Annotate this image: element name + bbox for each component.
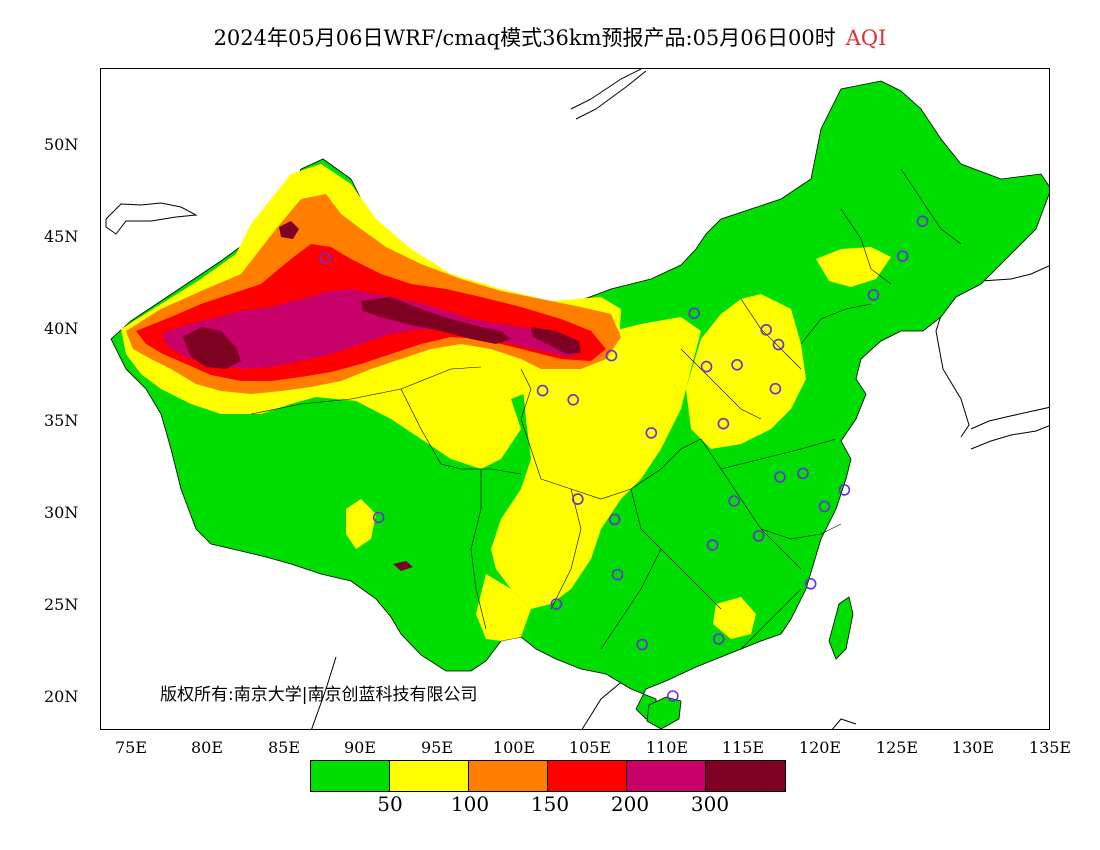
aqi-map — [100, 68, 1050, 730]
lat-label-20: 20N — [44, 687, 79, 706]
aqi-region-maroon-central — [361, 297, 511, 344]
station-marker-2 — [536, 384, 549, 397]
station-marker-9 — [700, 360, 713, 373]
aqi-region-yellow-nw-strip — [346, 499, 376, 549]
legend-value-300: 300 — [690, 792, 730, 816]
lon-label-95: 95E — [420, 738, 454, 757]
station-marker-1 — [372, 511, 385, 524]
lon-label-110: 110E — [645, 738, 689, 757]
legend-swatch-4 — [627, 761, 706, 791]
station-marker-26 — [818, 500, 831, 513]
lon-label-90: 90E — [343, 738, 377, 757]
station-marker-12 — [645, 427, 658, 439]
lon-label-75: 75E — [114, 738, 148, 757]
station-marker-14 — [608, 513, 621, 526]
lon-label-115: 115E — [721, 738, 765, 757]
aqi-region-maroon-west — [183, 327, 241, 369]
lat-label-25: 25N — [44, 595, 79, 614]
aqi-region-maroon-north — [279, 221, 299, 239]
station-marker-13 — [571, 493, 584, 505]
station-marker-28 — [867, 289, 880, 301]
station-marker-27 — [838, 484, 851, 496]
aqi-region-yellow-central — [491, 317, 701, 609]
lon-label-80: 80E — [190, 738, 224, 757]
legend-swatch-5 — [706, 761, 785, 791]
lon-label-105: 105E — [568, 738, 612, 757]
lon-label-100: 100E — [492, 738, 536, 757]
legend-swatch-2 — [469, 761, 548, 791]
station-marker-7 — [772, 338, 785, 351]
aqi-region-purple — [161, 289, 581, 369]
station-marker-22 — [752, 530, 765, 542]
legend-value-150: 150 — [530, 792, 570, 816]
aqi-region-maroon-east — [531, 327, 581, 354]
station-marker-24 — [774, 471, 786, 483]
aqi-region-yellow-south — [713, 597, 756, 639]
legend-swatch-3 — [548, 761, 627, 791]
station-marker-16 — [550, 598, 563, 610]
station-marker-25 — [797, 467, 809, 480]
legend-swatch-0 — [311, 761, 390, 791]
station-marker-3 — [567, 393, 580, 406]
station-marker-5 — [688, 307, 701, 320]
legend-value-50: 50 — [377, 792, 403, 816]
station-marker-6 — [760, 323, 773, 336]
aqi-legend — [310, 760, 786, 792]
station-marker-20 — [804, 577, 817, 590]
lat-label-45: 45N — [44, 227, 79, 246]
copyright-text: 版权所有:南京大学|南京创蓝科技有限公司 — [160, 685, 478, 705]
map-title: 2024年05月06日WRF/cmaq模式36km预报产品:05月06日00时 A… — [0, 22, 1100, 52]
station-marker-11 — [717, 417, 730, 430]
legend-swatch-1 — [390, 761, 469, 791]
station-marker-19 — [712, 633, 725, 645]
title-variable: AQI — [845, 26, 887, 50]
station-marker-17 — [636, 638, 649, 651]
station-marker-30 — [916, 215, 929, 228]
lon-label-125: 125E — [875, 738, 919, 757]
title-main: 2024年05月06日WRF/cmaq模式36km预报产品:05月06日00时 — [213, 26, 836, 50]
aqi-region-yellow-ne — [816, 247, 891, 287]
station-marker-8 — [731, 358, 743, 371]
station-marker-23 — [728, 495, 740, 507]
lon-label-135: 135E — [1028, 738, 1072, 757]
lat-label-35: 35N — [44, 411, 79, 430]
lon-label-130: 130E — [951, 738, 995, 757]
coastline-baikal — [570, 69, 647, 120]
map-canvas — [105, 69, 1049, 729]
station-marker-15 — [611, 568, 624, 581]
station-markers — [319, 215, 929, 702]
lon-label-120: 120E — [798, 738, 842, 757]
legend-value-200: 200 — [610, 792, 650, 816]
lat-label-30: 30N — [44, 503, 79, 522]
island-hainan — [646, 696, 682, 729]
station-marker-10 — [769, 382, 782, 395]
station-marker-0 — [319, 252, 331, 264]
station-marker-29 — [896, 250, 909, 262]
lon-label-85: 85E — [267, 738, 301, 757]
coastline-kazakhstan-lake — [105, 202, 198, 235]
legend-value-100: 100 — [450, 792, 490, 816]
aqi-region-maroon-tibet — [393, 561, 413, 571]
island-taiwan — [828, 596, 854, 660]
station-marker-4 — [605, 349, 618, 362]
station-marker-18 — [666, 690, 679, 702]
province-boundaries — [250, 168, 962, 650]
lat-label-40: 40N — [44, 319, 79, 338]
aqi-region-yellow-north — [686, 294, 806, 449]
station-marker-21 — [706, 539, 719, 551]
aqi-region-yellow-sw — [476, 574, 531, 641]
lat-label-50: 50N — [44, 135, 79, 154]
